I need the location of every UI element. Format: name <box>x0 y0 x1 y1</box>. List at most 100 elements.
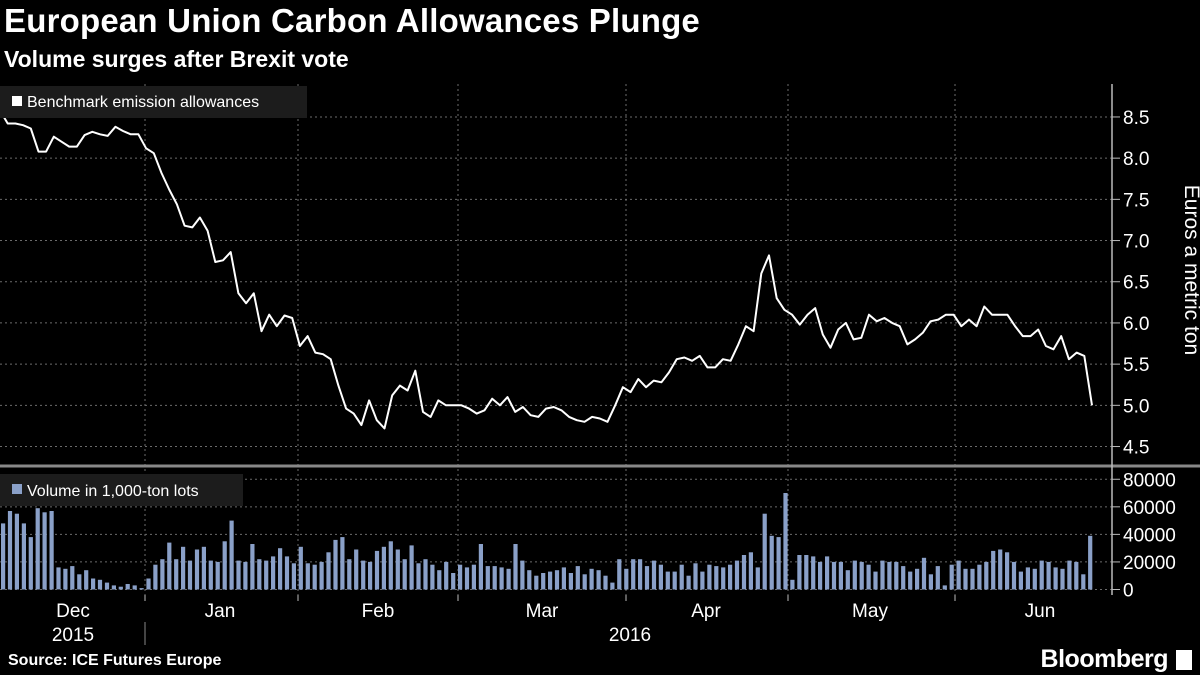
volume-bar <box>56 567 61 590</box>
volume-bar <box>84 570 89 590</box>
volume-bar <box>506 568 511 590</box>
volume-bar <box>644 566 650 590</box>
volume-bar <box>894 561 899 590</box>
volume-bar <box>63 568 68 590</box>
volume-bar <box>35 508 40 590</box>
volume-bar <box>859 561 864 590</box>
volume-bar <box>575 566 580 590</box>
volume-legend-box <box>0 474 243 506</box>
volume-bar <box>444 561 449 590</box>
volume-bar <box>589 568 594 590</box>
volume-bar <box>485 566 490 590</box>
volume-bar <box>319 561 324 590</box>
volume-bar <box>187 560 193 590</box>
volume-bar <box>880 560 885 590</box>
volume-bar <box>181 546 186 590</box>
volume-bar <box>921 557 927 590</box>
x-axis-ticks: Dec Jan Feb Mar Apr May Jun <box>56 595 1055 622</box>
volume-bar <box>928 574 933 590</box>
volume-bar <box>1005 552 1010 590</box>
x-tick-label-month: Jan <box>205 601 236 622</box>
bloomberg-icon <box>1176 650 1192 670</box>
volume-bar <box>291 563 296 590</box>
volume-bar <box>77 574 82 590</box>
volume-bar <box>278 548 283 590</box>
volume-bar <box>984 561 989 590</box>
volume-bar <box>139 588 144 590</box>
volume-bar <box>776 537 781 590</box>
volume-bar <box>797 555 802 590</box>
y-axis-ticks: 8.5 8.0 7.5 7.0 6.5 6.0 5.5 5.0 4.5 80000 60000 400… <box>1112 108 1176 601</box>
volume-bar <box>1 523 6 590</box>
volume-bar <box>91 578 96 590</box>
volume-bar <box>617 559 622 590</box>
volume-bar <box>423 559 428 590</box>
volume-bar <box>458 564 463 590</box>
volume-bar <box>1053 567 1058 590</box>
volume-bar <box>638 559 643 590</box>
volume-legend-swatch <box>12 484 22 494</box>
volume-bar <box>347 559 352 590</box>
volume-bar <box>42 512 47 590</box>
volume-bar <box>762 513 767 590</box>
year-label-2016: 2016 <box>609 625 651 646</box>
grid-lines <box>0 84 1112 595</box>
volume-bar <box>229 520 234 590</box>
volume-bar <box>700 571 705 590</box>
volume-bar <box>153 564 158 590</box>
volume-bar <box>949 564 954 590</box>
volume-bar <box>104 582 110 590</box>
volume-bar <box>665 571 670 590</box>
volume-bar <box>215 561 220 590</box>
volume-bar <box>582 574 587 590</box>
volume-bar <box>236 560 241 590</box>
volume-bar <box>430 564 435 590</box>
volume-bar <box>1067 560 1072 590</box>
volume-bar <box>1074 561 1079 590</box>
volume-bar <box>610 582 615 590</box>
volume-bar <box>374 550 380 590</box>
volume-bar <box>603 575 608 590</box>
x-tick-label-month: Dec <box>56 601 90 622</box>
price-y-tick-label: 6.5 <box>1123 273 1149 294</box>
volume-bar <box>721 567 726 590</box>
volume-bar <box>693 563 698 590</box>
volume-bar <box>845 570 850 590</box>
volume-bars <box>1 493 1093 590</box>
volume-bar <box>548 571 553 590</box>
volume-bar <box>1025 567 1030 590</box>
volume-bar <box>838 561 843 590</box>
volume-bar <box>908 571 913 590</box>
volume-bar <box>956 560 961 590</box>
volume-bar <box>748 552 753 590</box>
volume-legend-label: Volume in 1,000-ton lots <box>27 483 199 500</box>
price-y-tick-label: 5.5 <box>1123 355 1149 376</box>
volume-bar <box>942 585 947 590</box>
volume-bar <box>312 564 317 590</box>
volume-bar <box>499 567 504 590</box>
volume-y-tick-label: 0 <box>1123 580 1134 601</box>
volume-bar <box>624 568 629 590</box>
x-tick-label-month: May <box>852 601 888 622</box>
bloomberg-logo: Bloomberg <box>1040 645 1169 673</box>
volume-bar <box>70 566 75 590</box>
volume-bar <box>298 546 303 590</box>
price-y-tick-label: 7.5 <box>1123 190 1149 211</box>
volume-y-tick-label: 20000 <box>1123 553 1176 574</box>
volume-bar <box>887 561 892 590</box>
volume-bar <box>1088 535 1093 590</box>
volume-bar <box>354 549 359 590</box>
volume-bar <box>741 555 747 590</box>
volume-bar <box>935 566 940 590</box>
volume-bar <box>409 545 414 590</box>
volume-bar <box>132 585 137 590</box>
volume-bar <box>755 567 760 590</box>
volume-bar <box>728 564 733 590</box>
volume-bar <box>451 573 456 590</box>
volume-bar <box>1032 568 1037 590</box>
price-y-tick-label: 5.0 <box>1123 396 1149 417</box>
volume-bar <box>513 544 518 590</box>
volume-bar <box>783 493 788 590</box>
volume-bar <box>7 511 13 590</box>
